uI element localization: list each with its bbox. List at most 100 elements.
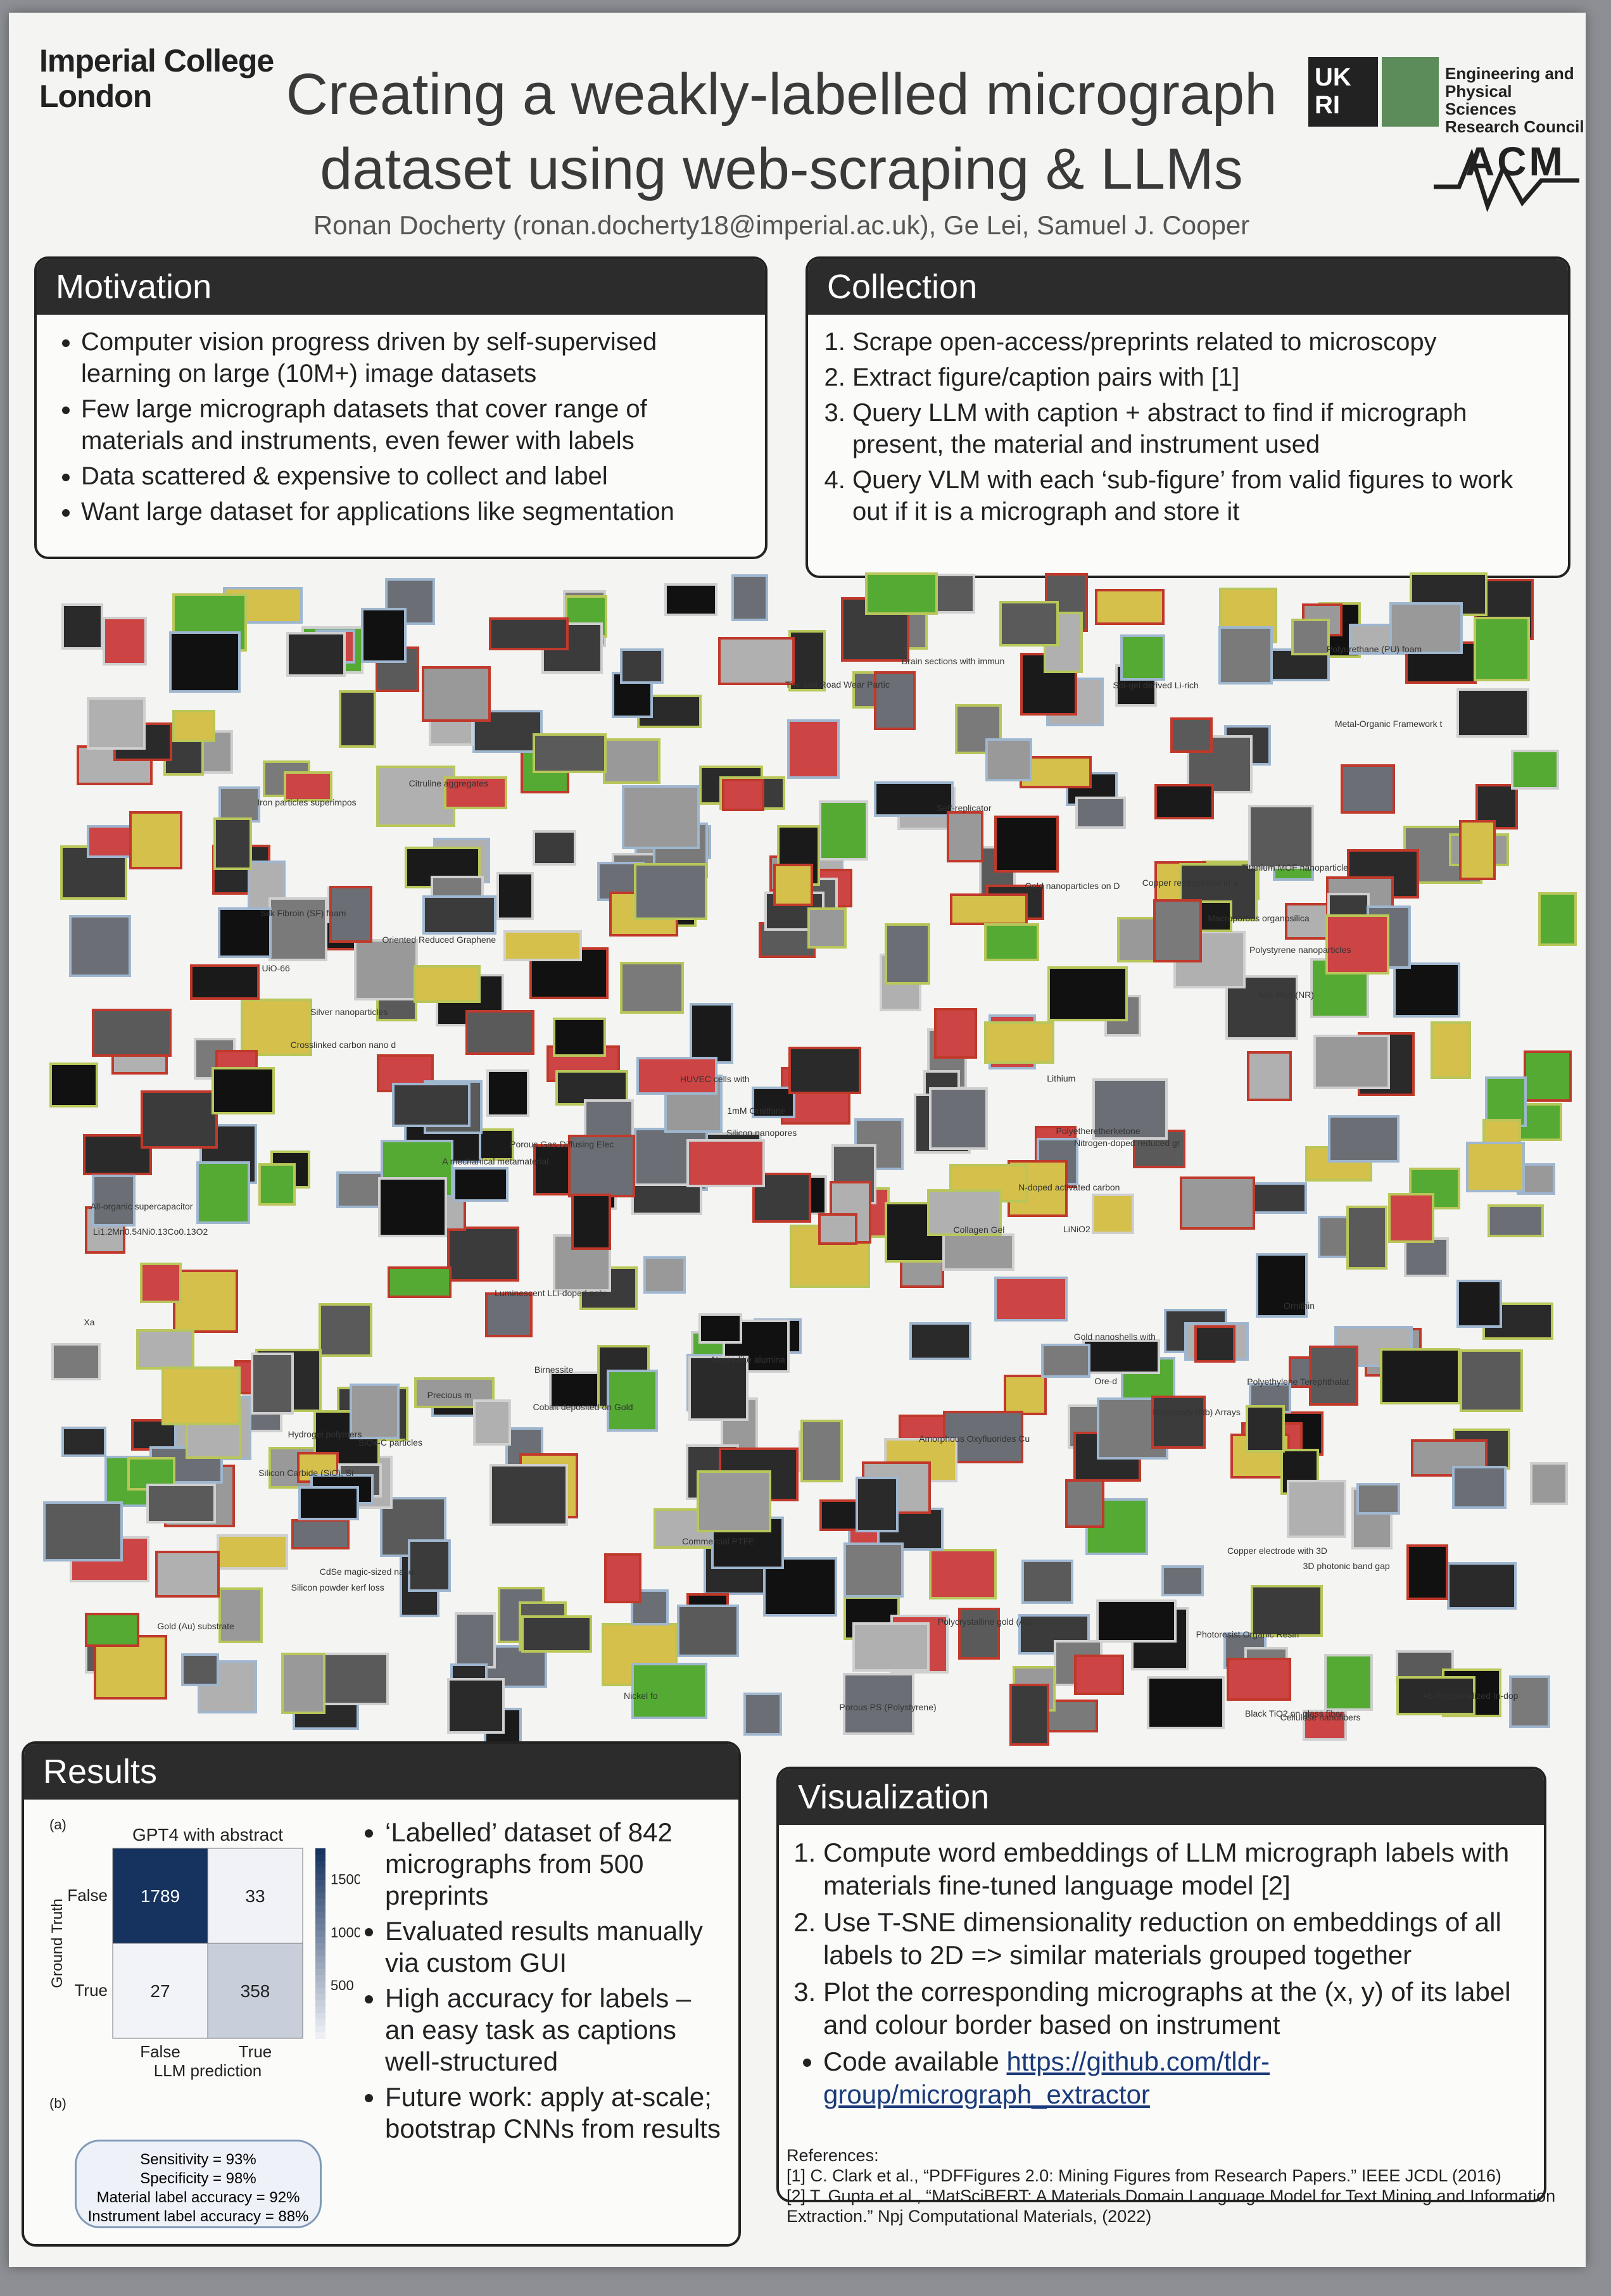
micrograph-thumbnail: [643, 1256, 686, 1294]
colorbar-segment: [315, 2032, 325, 2039]
ukri-logo: UK RI: [1308, 57, 1378, 127]
list-item: High accuracy for labels – an easy task …: [385, 1983, 727, 2078]
micrograph-thumbnail: [763, 1557, 837, 1617]
micrograph-thumbnail: [218, 1587, 263, 1643]
ukri-green-block: [1382, 57, 1439, 127]
micrograph-thumbnail: [198, 1660, 258, 1713]
micrograph-label: Oriented Reduced Graphene: [382, 934, 496, 945]
micrograph-thumbnail: [319, 1303, 373, 1358]
micrograph-label: UiO-66: [262, 962, 290, 973]
micrograph-thumbnail: [1430, 1021, 1472, 1079]
micrograph-thumbnail: [1227, 1658, 1291, 1701]
micrograph-thumbnail: [69, 915, 131, 978]
confusion-matrix-chart: GPT4 with abstract (a) 1789 33 27 358 False Tru…: [49, 1817, 360, 2111]
micrograph-thumbnail: [141, 1090, 218, 1149]
micrograph-thumbnail: [1459, 1349, 1524, 1412]
micrograph-thumbnail: [800, 1420, 843, 1482]
y-axis-label: Ground Truth: [49, 1898, 66, 1988]
micrograph-thumbnail: [1021, 1559, 1074, 1604]
micrograph-thumbnail: [865, 572, 938, 615]
micrograph-label: Ornithin: [1284, 1300, 1315, 1311]
micrograph-thumbnail: [1346, 1206, 1387, 1270]
micrograph-thumbnail: [743, 1692, 783, 1736]
micrograph-label: Sol-gel derived Li-rich: [1113, 679, 1199, 690]
micrograph-thumbnail: [291, 1518, 350, 1550]
micrograph-thumbnail: [1218, 626, 1273, 684]
motivation-heading: Motivation: [37, 259, 765, 315]
motivation-list: Computer vision progress driven by self-…: [37, 315, 765, 538]
visualization-panel: Visualization Compute word embeddings of…: [776, 1767, 1546, 2202]
micrograph-thumbnail: [1255, 1252, 1308, 1318]
colorbar-segment: [315, 1969, 325, 1976]
github-link[interactable]: https://github.com/tldr-group/micrograph…: [823, 2047, 1270, 2109]
micrograph-thumbnail: [1452, 1466, 1507, 1510]
micrograph-thumbnail: [1004, 1374, 1047, 1416]
micrograph-label: Copper electrode with 3D: [1227, 1545, 1328, 1556]
micrograph-thumbnail: [934, 1007, 978, 1059]
list-item: Computer vision progress driven by self-…: [81, 326, 746, 389]
micrograph-thumbnail: [388, 1266, 452, 1299]
micrograph-thumbnail: [1538, 892, 1577, 947]
micrograph-thumbnail: [376, 765, 456, 827]
cell-value: 27: [150, 1981, 170, 2001]
micrograph-thumbnail: [994, 815, 1059, 873]
poster-title: Creating a weakly-labelled micrograph da…: [286, 62, 1277, 201]
micrograph-label: N-doped activated carbon: [1018, 1182, 1120, 1193]
micrograph-label: Luminescent LLi-doped poly: [495, 1287, 606, 1298]
micrograph-thumbnail: [584, 1099, 634, 1140]
micrograph-thumbnail: [1508, 1675, 1550, 1728]
micrograph-thumbnail: [1194, 1325, 1236, 1363]
micrograph-thumbnail: [852, 1622, 930, 1672]
micrograph-thumbnail: [155, 1550, 220, 1598]
micrograph-thumbnail: [1161, 1565, 1204, 1596]
micrograph-thumbnail: [1327, 1115, 1400, 1163]
x-tick-label: False: [140, 2042, 180, 2061]
micrograph-label: Nacre-like alumina: [711, 1354, 785, 1365]
micrograph-thumbnail: [486, 1069, 529, 1117]
micrograph-thumbnail: [994, 1276, 1068, 1321]
micrograph-thumbnail: [1096, 1599, 1177, 1643]
micrograph-thumbnail: [957, 1607, 1001, 1660]
micrograph-thumbnail: [1393, 962, 1460, 1018]
micrograph-thumbnail: [532, 829, 576, 866]
micrograph-label: Silicon powder kerf loss: [291, 1582, 384, 1593]
micrograph-thumbnail: [843, 1542, 904, 1598]
micrograph-thumbnail: [1356, 1483, 1401, 1515]
micrograph-thumbnail: [1040, 1343, 1090, 1378]
material-accuracy-stat: Material label accuracy = 92%: [96, 2189, 300, 2206]
cell-value: 1789: [141, 1886, 180, 1906]
micrograph-label: Cobalt deposited on Gold: [533, 1402, 633, 1413]
micrograph-label: Nile Red (NR): [1258, 989, 1314, 1000]
heatmap-cell: [112, 1943, 208, 2039]
micrograph-thumbnail: [722, 779, 765, 812]
colorbar-segment: [315, 1905, 325, 1912]
micrograph-thumbnail: [787, 719, 840, 779]
specificity-stat: Specificity = 98%: [140, 2170, 256, 2187]
micrograph-thumbnail: [218, 786, 260, 823]
micrograph-thumbnail: [731, 574, 769, 622]
colorbar-segment: [315, 1874, 325, 1881]
colorbar-tick: 1500: [331, 1871, 360, 1887]
collection-panel: Collection Scrape open-access/preprints …: [806, 256, 1570, 578]
micrograph-thumbnail: [983, 1021, 1054, 1064]
micrograph-thumbnail: [698, 1313, 742, 1344]
micrograph-label: Citruline aggregates: [408, 778, 488, 788]
sensitivity-stat: Sensitivity = 93%: [140, 2151, 256, 2168]
colorbar-segment: [315, 1867, 325, 1874]
micrograph-thumbnail: [718, 637, 795, 686]
micrograph-thumbnail: [217, 907, 272, 959]
micrograph-thumbnail: [86, 697, 146, 750]
colorbar-segment: [315, 1994, 325, 2001]
micrograph-thumbnail: [61, 603, 104, 650]
heatmap-cell: [207, 1848, 303, 1944]
panel-label: (a): [49, 1817, 66, 1832]
micrograph-label: Polyetheretherketone: [1056, 1126, 1140, 1137]
micrograph-thumbnail: [213, 817, 252, 871]
micrograph-thumbnail: [196, 1161, 251, 1225]
micrograph-label: All-organic supercapacitor: [90, 1201, 193, 1212]
colorbar-segment: [315, 1937, 325, 1944]
micrograph-thumbnail: [503, 930, 583, 961]
micrograph-thumbnail: [413, 965, 481, 1003]
micrograph-thumbnail: [1389, 602, 1463, 655]
micrograph-thumbnail: [447, 1226, 519, 1282]
